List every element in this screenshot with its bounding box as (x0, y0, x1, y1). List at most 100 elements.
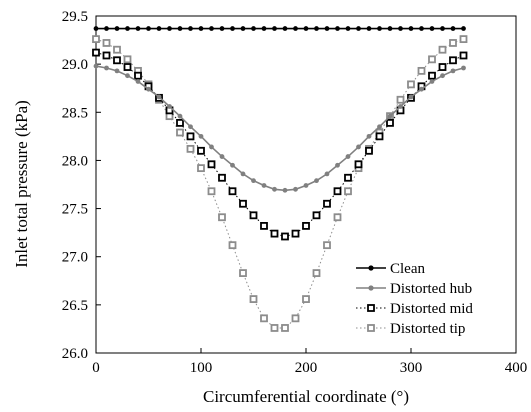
data-point-distorted-mid (449, 56, 457, 65)
legend: Clean Distorted hub Distorted mid Distor… (356, 261, 473, 337)
data-point-distorted-hub (366, 133, 372, 139)
legend-item-distorted-hub: Distorted hub (356, 281, 472, 297)
data-point-distorted-hub (377, 124, 382, 130)
data-point-distorted-tip (260, 314, 268, 323)
data-point-distorted-mid (134, 71, 142, 80)
data-point-distorted-mid (438, 63, 447, 71)
data-point-distorted-hub (251, 178, 256, 184)
x-axis-label: Circumferential coordinate (°) (203, 387, 409, 406)
data-point-distorted-tip (92, 35, 100, 44)
series-layer (92, 26, 468, 332)
data-point-distorted-mid (302, 222, 310, 230)
data-point-distorted-tip (449, 39, 457, 47)
legend-item-distorted-mid: Distorted mid (356, 301, 473, 317)
data-point-distorted-hub (450, 68, 456, 74)
data-point-distorted-tip (333, 213, 342, 222)
y-axis-ticks: 26.0 26.5 27.0 27.5 28.0 28.5 29.0 29.5 (62, 9, 101, 362)
series-line-distorted-tip (95, 38, 464, 329)
data-point-clean (408, 26, 414, 31)
data-point-distorted-tip (270, 324, 279, 332)
data-point-distorted-mid (323, 199, 331, 208)
y-tick-label: 28.5 (62, 105, 88, 121)
data-point-distorted-hub (314, 178, 319, 184)
data-point-clean (251, 26, 256, 31)
y-tick-label: 26.0 (62, 346, 88, 362)
data-point-distorted-tip (218, 213, 226, 222)
data-point-clean (387, 26, 393, 31)
x-tick-label: 0 (92, 360, 100, 376)
data-point-distorted-hub (303, 183, 309, 188)
data-point-distorted-mid (239, 199, 247, 208)
data-point-clean (146, 26, 151, 31)
series-line-distorted-mid (95, 52, 464, 238)
data-point-distorted-tip (186, 144, 195, 153)
data-point-clean (366, 26, 372, 31)
x-axis-ticks: 0 100 200 300 400 (92, 348, 527, 376)
y-tick-label: 26.5 (62, 298, 88, 314)
data-point-clean (324, 26, 330, 31)
legend-label-mid: Distorted mid (390, 301, 473, 317)
data-point-distorted-mid (249, 211, 258, 220)
data-point-clean (314, 26, 319, 31)
data-point-distorted-tip (438, 45, 447, 54)
data-point-distorted-tip (312, 269, 321, 277)
data-point-distorted-mid (386, 118, 394, 127)
x-tick-label: 400 (505, 360, 528, 376)
y-tick-label: 27.5 (62, 202, 88, 218)
data-point-distorted-tip (207, 187, 216, 196)
data-point-distorted-hub (177, 113, 183, 119)
legend-item-distorted-tip: Distorted tip (356, 321, 465, 337)
data-point-distorted-tip (344, 187, 352, 196)
data-point-distorted-tip (291, 314, 300, 323)
data-point-distorted-hub (461, 65, 466, 71)
x-tick-label: 200 (295, 360, 318, 376)
data-point-distorted-hub (188, 124, 193, 130)
legend-marker-mid (367, 304, 375, 312)
data-point-clean (114, 26, 120, 31)
data-point-distorted-tip (428, 55, 436, 64)
y-tick-label: 29.5 (62, 9, 88, 25)
y-tick-label: 28.0 (62, 153, 88, 169)
data-point-clean (230, 26, 235, 31)
data-point-distorted-mid (218, 173, 226, 182)
data-point-distorted-tip (197, 164, 205, 173)
legend-label-tip: Distorted tip (390, 321, 465, 337)
data-point-distorted-hub (167, 104, 172, 109)
data-point-distorted-tip (407, 80, 415, 89)
data-point-distorted-hub (114, 68, 120, 74)
data-point-distorted-hub (356, 144, 361, 150)
data-point-distorted-hub (293, 186, 298, 192)
data-point-clean (240, 26, 246, 31)
data-point-distorted-mid (102, 51, 111, 60)
data-point-distorted-tip (323, 241, 331, 250)
legend-marker-clean (368, 265, 374, 271)
data-point-clean (188, 26, 193, 31)
data-point-distorted-hub (408, 94, 414, 100)
data-point-distorted-tip (459, 35, 468, 44)
data-point-clean (261, 26, 267, 31)
data-point-distorted-mid (344, 173, 352, 182)
data-point-distorted-tip (176, 128, 184, 137)
data-point-distorted-hub (335, 162, 340, 168)
data-point-distorted-hub (198, 133, 204, 139)
data-point-distorted-hub (230, 162, 235, 168)
data-point-clean (461, 26, 466, 31)
data-point-distorted-hub (146, 86, 151, 92)
data-point-distorted-mid (260, 222, 268, 230)
data-point-distorted-hub (261, 183, 267, 188)
data-point-distorted-tip (228, 241, 237, 250)
data-point-clean (93, 26, 99, 31)
data-point-clean (440, 26, 445, 31)
data-point-clean (293, 26, 298, 31)
data-point-distorted-hub (125, 73, 130, 79)
data-point-clean (125, 26, 130, 31)
data-point-distorted-hub (429, 79, 435, 84)
data-point-distorted-hub (209, 144, 214, 150)
data-point-clean (303, 26, 309, 31)
data-point-clean (104, 26, 109, 31)
data-point-distorted-mid (459, 51, 468, 60)
data-point-distorted-hub (419, 86, 424, 92)
data-point-clean (282, 26, 288, 31)
data-point-clean (177, 26, 183, 31)
